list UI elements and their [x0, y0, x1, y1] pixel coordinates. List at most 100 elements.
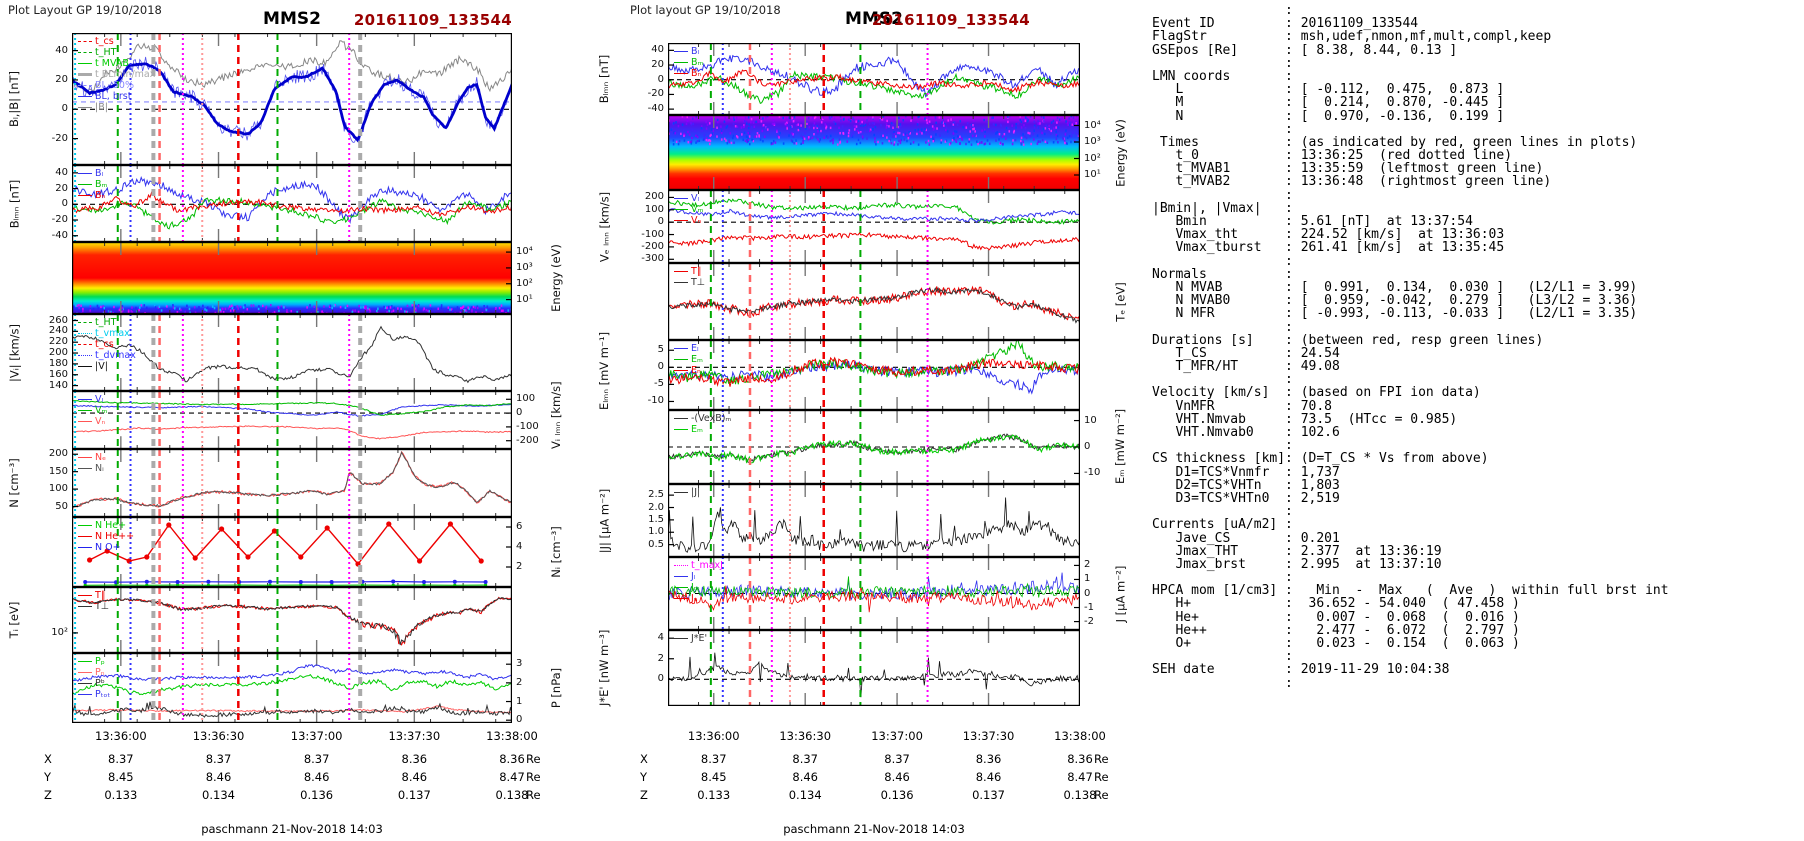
- panel-blmn: [72, 165, 512, 242]
- legend-item: T⊥: [78, 601, 109, 612]
- pos-value: 8.46: [401, 770, 428, 784]
- y-tick-label: 50: [55, 500, 68, 512]
- y-tick-label: 2: [516, 676, 523, 688]
- y-tick-label: -40: [51, 229, 68, 241]
- y-tick-label: 0: [657, 73, 664, 85]
- legend-label: Vₗ: [691, 193, 700, 204]
- pos-value: 8.37: [303, 752, 330, 766]
- legend-label: t_HT: [95, 47, 117, 58]
- |V|-legend-swatch: [78, 366, 92, 367]
- y-tick-label: 20: [651, 59, 664, 71]
- time-axis: 13:36:00 13:36:30 13:37:00 13:37:30 13:38:00: [540, 0, 1200, 841]
- Nₑ-legend-swatch: [78, 457, 92, 458]
- info-row: O+ : 0.023 - 0.154 ( 0.063 ): [1152, 636, 1520, 651]
- legend-label: T∥: [691, 266, 702, 277]
- y-tick-label: -2: [1084, 615, 1094, 627]
- time-tick-label: 13:37:30: [388, 729, 441, 743]
- |J|-legend-swatch: [674, 492, 688, 493]
- y-tick-label: 0: [516, 714, 523, 726]
- info-row: FlagStr : msh,udef,nmon,mf,mult,compl,ke…: [1152, 29, 1552, 45]
- y-tick-label: 1: [1084, 573, 1091, 585]
- pos-value: 8.45: [108, 770, 134, 784]
- panel-density: [72, 449, 512, 517]
- J*E'-legend-swatch: [674, 638, 688, 639]
- t_cs-legend-swatch: [78, 41, 92, 42]
- legend-label: Jₙ: [691, 593, 698, 604]
- info-row: He++ : 2.477 - 6.072 ( 2.797 ): [1152, 622, 1520, 638]
- info-row: Velocity [km/s] : (based on FPI ion data…: [1152, 385, 1481, 401]
- legend-item: Vₘ: [78, 405, 107, 416]
- T∥-legend-swatch: [674, 271, 688, 272]
- legend-item: t_HT: [78, 317, 136, 328]
- legend-item: Bₗ: [78, 168, 107, 179]
- y-tick-label: 20: [55, 73, 68, 85]
- y-tick-label: 1: [516, 695, 523, 707]
- pos-value: 8.36: [499, 752, 525, 766]
- info-row: VnMFR : 70.8: [1152, 398, 1333, 414]
- info-row: Bmin : 5.61 [nT] at 13:37:54: [1152, 214, 1473, 229]
- pos-value: 0.133: [104, 788, 138, 802]
- time-tick-label: 13:36:00: [95, 729, 147, 743]
- legend-label: t_dvmax: [95, 350, 136, 361]
- legend-label: Bₗ: [95, 168, 104, 179]
- legend-item: Eₘ: [674, 354, 703, 365]
- legend: t_maxJ Jₗ Jₘ Jₙ: [674, 560, 723, 604]
- panel-stack: 40 20 0 -20 -40 Bₗₘₙ [nT] Bₗ Bₘ Bₙ 10⁴ 10³ 10² 10¹ En…: [540, 0, 1200, 841]
- info-row: :: [1152, 649, 1301, 665]
- legend-label: N He+: [95, 520, 127, 531]
- y-tick-label: 10³: [516, 261, 533, 273]
- y-tick-label: 2: [1084, 559, 1091, 571]
- credit-footer: paschmann 21-Nov-2018 14:03: [783, 822, 965, 836]
- position-table: X 8.37 8.37 8.37 8.36 8.36 Re Y 8.45 8.46 8.46 8.46…: [0, 0, 600, 841]
- legend-item: Bₘ: [674, 57, 703, 68]
- panel-j-lmn: [668, 557, 1080, 630]
- pos-row-label: Z: [44, 788, 52, 802]
- legend-item: t_maxJ: [674, 560, 723, 571]
- legend-label: Eₘ: [691, 354, 703, 365]
- info-row: Normals :: [1152, 266, 1301, 282]
- Pₜₒₜ-legend-swatch: [78, 694, 92, 695]
- legend-item: Bₙ: [674, 68, 703, 79]
- legend-item: t_cs: [78, 36, 155, 47]
- t_maxJ-legend-swatch: [674, 565, 688, 566]
- time-tick-label: 13:36:30: [779, 729, 832, 743]
- pos-value: 0.138: [1063, 788, 1097, 802]
- legend-label: BL, brst: [95, 91, 132, 102]
- time-tick-label: 13:38:00: [486, 729, 538, 743]
- pos-value: 8.46: [792, 770, 818, 784]
- info-row: T_CS : 24.54: [1152, 345, 1340, 361]
- pos-unit: Re: [526, 788, 541, 802]
- y-tick-label: 4: [516, 541, 523, 552]
- Bₗ-legend-swatch: [78, 173, 92, 174]
- pos-value: 8.37: [108, 752, 134, 766]
- y-tick-label: -300: [641, 253, 664, 265]
- legend-label: Pₙ: [95, 667, 105, 678]
- info-row: :: [1152, 121, 1301, 137]
- Vₗ-legend-swatch: [674, 198, 688, 199]
- y-tick-label: 10⁴: [516, 246, 533, 258]
- legend-item: N He+: [78, 520, 134, 531]
- t_HT-legend-swatch: [78, 322, 92, 323]
- legend-label: N O+: [95, 542, 121, 553]
- pos-value: 8.37: [792, 752, 818, 766]
- legend-label: Nₑ: [95, 452, 107, 463]
- pos-value: 8.36: [975, 752, 1002, 766]
- info-row: CS thickness [km]: (D=T_CS * Vs from abo…: [1152, 451, 1489, 467]
- legend-item: Jₘ: [674, 582, 723, 593]
- legend-label: Jₗ: [691, 571, 696, 582]
- pos-value: 8.37: [700, 752, 727, 766]
- figure-left: Plot Layout GP 19/10/2018 MMS2 20161109_…: [0, 0, 600, 841]
- legend-item: |J|: [674, 487, 700, 498]
- pos-unit: Re: [1094, 752, 1109, 766]
- info-row: L : [ -0.112, 0.475, 0.873 ]: [1152, 82, 1505, 98]
- plot-layout-label: Plot layout GP 19/10/2018: [630, 3, 781, 17]
- legend-item: t_HT: [78, 47, 155, 58]
- legend-label: Vₗ: [95, 394, 104, 405]
- N O+-legend-swatch: [78, 547, 92, 548]
- N He++-legend-swatch: [78, 536, 92, 537]
- y-tick-label: 3: [516, 658, 523, 670]
- legend-label: |B|: [95, 102, 108, 113]
- info-row: t_0 : 13:36:25 (red dotted line): [1152, 148, 1513, 164]
- y-tick-label: 10²: [516, 277, 533, 289]
- Bₘ-legend-swatch: [78, 184, 92, 185]
